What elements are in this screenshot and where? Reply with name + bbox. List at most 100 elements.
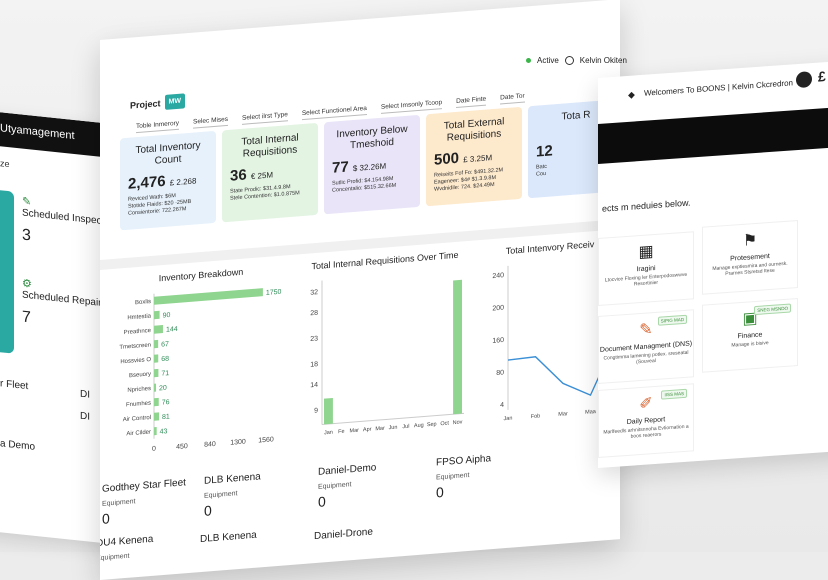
category-label: Air Cilder (126, 429, 151, 437)
procurement-icon: ⚑ (742, 231, 758, 250)
asset-name: DLB Kenena (204, 471, 261, 487)
bar (453, 279, 463, 415)
kpi-inventory-below-threshold[interactable]: Inventory Below Tmeshoid 77 $ 32.26M Sut… (324, 114, 420, 215)
project-logo[interactable]: Project MW (130, 93, 185, 112)
y-tick-label: 23 (310, 335, 318, 343)
bar (154, 339, 159, 349)
teal-card[interactable] (0, 186, 14, 354)
inventory-breakdown-svg: Boxlis 1750 Hmtestia 90 Preathnce 144 Tmetscre… (119, 288, 282, 453)
asset-name: FPSO Aipha (436, 453, 492, 469)
kpi-value: 77 $ 32.26M (332, 158, 387, 177)
y-tick-label: 18 (310, 361, 318, 369)
bar (154, 368, 159, 378)
module-card[interactable]: ▦ Iragini Ltocvice Floxing ler Enterpodo… (598, 231, 694, 306)
avatar[interactable] (796, 71, 812, 89)
kpi-title: Total External Requisitions (443, 116, 505, 144)
asset-card[interactable]: DLB Kenena (200, 526, 300, 546)
x-tick-label: Jun (389, 425, 398, 432)
internal-requisitions-svg: 9 14 18 23 28 32 Jan Fe Mar Apr Mar Jun Jul Aug Sep Oct… (310, 279, 464, 437)
x-tick-label: 0 (152, 446, 156, 453)
category-label: Bseuory (129, 371, 151, 379)
module-card[interactable]: ⚑ Protesement Manage exptiesmira and our… (702, 220, 798, 295)
asset-label: Equipment (100, 552, 130, 563)
bar (154, 288, 263, 305)
asset-card[interactable]: FPSO Aipha Equipment 0 (436, 449, 536, 501)
asset-card[interactable]: DLB Kenena Equipment 0 (204, 467, 304, 519)
data-label: 90 (163, 312, 171, 320)
kpi-details: State Prodic: $31.4.9.8M Stele Contention… (230, 184, 300, 202)
module-card[interactable]: SNEG MSNDO ▣ Finance Manage is bisive (702, 298, 798, 373)
fleet-label-3: DI (80, 410, 90, 423)
x-tick-label: Mar (375, 426, 385, 433)
bar (154, 412, 160, 421)
brand-logo: £ (818, 68, 826, 85)
data-label: 67 (161, 341, 169, 349)
filter-first-type[interactable]: Select ilrst Type (242, 111, 288, 125)
active-dot-icon (526, 58, 531, 63)
data-label: 71 (161, 370, 169, 378)
x-tick-label: Mar (558, 411, 568, 418)
asset-name: Daniel-Demo (318, 462, 377, 478)
kpi-value: 2,476 £ 2.268 (128, 172, 197, 193)
kpi-details: Reviced Wath: $6M Stotide Flaids: $20 ·25… (128, 193, 192, 217)
kpi-title: Inventory Below Tmeshoid (336, 123, 408, 152)
inventory-breakdown-chart: Inventory Breakdown Boxlis 1750 Hmtestia 90… (106, 263, 296, 478)
x-tick-label: 450 (176, 443, 188, 451)
x-tick-label: Jul (402, 424, 409, 431)
kpi-total-inventory[interactable]: Total Inventory Count 2,476 £ 2.268 Revi… (120, 130, 216, 231)
filter-date-from[interactable]: Date Finte (456, 95, 487, 108)
right-modules-panel: ◆ Welcomers To BOONS | Kelvin Ckcredron … (598, 59, 828, 468)
x-axis-line (322, 412, 464, 426)
x-tick-label: Jan (504, 416, 513, 423)
category-label: Npriches (127, 386, 151, 394)
asset-card[interactable]: Daniel-Drone (314, 523, 414, 543)
asset-card[interactable]: Godthey Star Fleet Equipment 0 (102, 475, 202, 527)
module-card[interactable]: IISS MAS ✐ Daily Report Marlfeedls arhni… (598, 383, 694, 458)
x-tick-label: Apr (363, 427, 372, 434)
filter-table-inventory[interactable]: Toble Inmerory (136, 119, 179, 134)
y-tick-label: 14 (310, 382, 318, 390)
x-tick-label: 840 (204, 441, 216, 449)
bar (154, 383, 156, 392)
x-tick-label: Maa (585, 409, 597, 416)
y-tick-label: 200 (492, 305, 504, 313)
project-label: Project (130, 97, 161, 111)
category-label: Tmetscreen (119, 342, 151, 350)
bar (154, 310, 160, 320)
module-tag: IISS MAS (661, 388, 687, 400)
shield-icon: ◆ (628, 89, 635, 100)
kpi-value: 36 € 25M (230, 166, 274, 185)
filter-date-to[interactable]: Date Tor (500, 92, 525, 105)
data-label: 68 (161, 356, 169, 364)
asset-name: Godthey Star Fleet (102, 477, 186, 495)
user-name[interactable]: Kelvin Okiten (579, 56, 627, 65)
bar (324, 397, 333, 425)
kpi-external-requisitions[interactable]: Total External Requisitions 500 £ 3.25M … (426, 106, 522, 207)
data-label: 81 (162, 414, 170, 422)
x-tick-label: Jan (324, 430, 333, 437)
kpi-internal-requisitions[interactable]: Total Internal Requisitions 36 € 25M Sta… (222, 122, 318, 223)
asset-card[interactable]: Daniel-Demo Equipment 0 (318, 458, 418, 510)
data-label: 144 (166, 326, 178, 334)
data-label: 43 (160, 428, 168, 436)
project-badge: MW (164, 93, 185, 110)
kpi-title: Total Inventory Count (135, 140, 201, 167)
filter-sites[interactable]: Selec Mises (193, 115, 229, 129)
x-tick-label: Fob (531, 413, 540, 420)
x-tick-label: Mar (350, 428, 360, 435)
kpi-details: Reiseits Fof Fo: $491.32.2M Eageneer: $4#… (434, 167, 504, 193)
user-icon (564, 56, 574, 65)
category-label: Hmtestia (127, 313, 151, 321)
category-label: Preathnce (124, 328, 152, 336)
x-tick-label: Fe (338, 429, 344, 435)
fleet-label-2: DI (80, 388, 90, 401)
bar (154, 354, 159, 363)
asset-card[interactable]: DU4 Kenena Equipment (100, 530, 196, 563)
data-label: 1750 (266, 289, 282, 297)
category-label: Boxlis (135, 299, 151, 306)
kpi-value: 500 £ 3.25M (434, 149, 493, 169)
y-tick-label: 80 (496, 369, 504, 377)
module-card[interactable]: SIPIG MAD ✎ Document Managment (DNS) Con… (598, 309, 694, 384)
kpi-details: Sutlic Profid: $4.154.98M Concentalio: $5… (332, 175, 397, 194)
